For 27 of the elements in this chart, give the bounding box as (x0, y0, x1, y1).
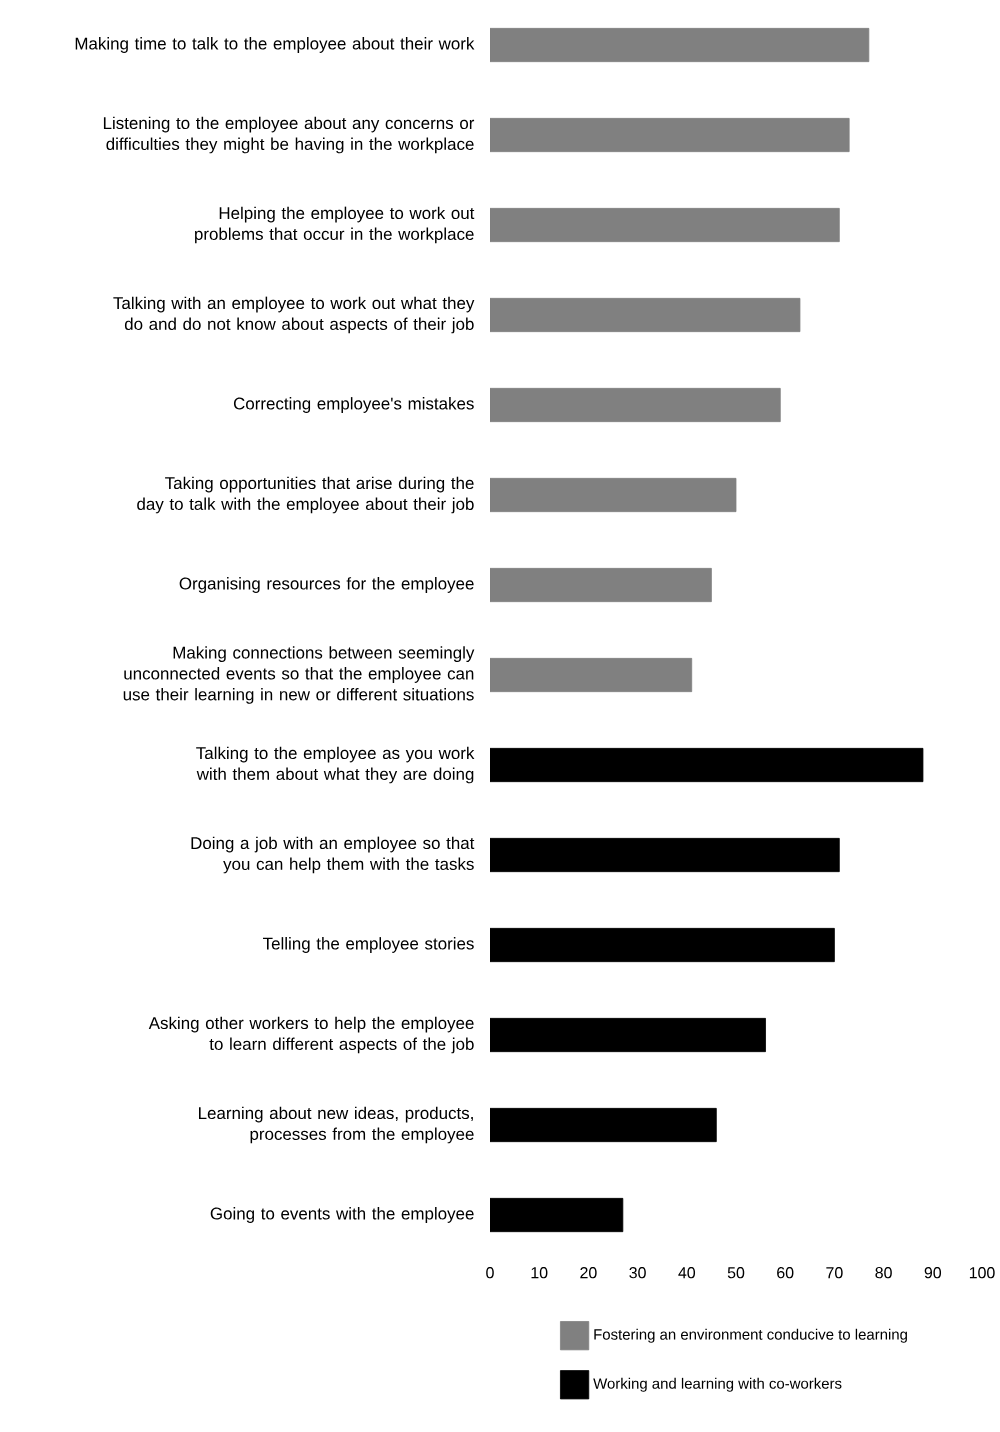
x-tick-label: 10 (531, 1267, 548, 1279)
y-tick-label: Asking other workers to help the employee to learn different aspects of the job (148, 1016, 474, 1054)
y-tick-label: Making time to talk to the employee about their work (75, 37, 475, 53)
y-tick-label: Doing a job with an employee so that you can help them with the tasks (191, 836, 475, 874)
x-tick-label: 50 (727, 1267, 745, 1279)
x-tick-label: 40 (678, 1267, 696, 1279)
y-tick-label: Learning about new ideas, products, processes from the employee (199, 1106, 474, 1144)
x-tick-label: 80 (875, 1267, 892, 1279)
y-tick-label: Talking to the employee as you work with them about what they are doing (196, 746, 475, 784)
x-tick-label: 90 (924, 1267, 942, 1279)
y-tick-label: Telling the employee stories (263, 937, 474, 953)
legend-label: Fostering an environment conducive to learning (594, 1328, 907, 1343)
y-tick-label: Talking with an employee to work out what they do and do not know about aspects of their job (113, 296, 475, 334)
y-tick-label: Correcting employee's mistakes (233, 397, 474, 413)
x-tick-label: 0 (486, 1267, 494, 1279)
x-tick-label: 100 (969, 1267, 995, 1279)
y-tick-label: Listening to the employee about any concerns or difficulties they might be having in the workplace (103, 116, 475, 154)
x-tick-label: 30 (629, 1267, 646, 1279)
x-tick-label: 70 (826, 1267, 843, 1279)
y-tick-label: Organising resources for the employee (179, 577, 474, 593)
y-tick-label: Making connections between seemingly unconnected events so that the employee can use their learning in new or different situations (123, 646, 475, 704)
legend-label: Working and learning with co-workers (593, 1377, 842, 1392)
y-tick-label: Helping the employee to work out problems that occur in the workplace (195, 206, 475, 244)
y-tick-label: Taking opportunities that arise during the day to talk with the employee about their job (137, 476, 474, 514)
x-tick-label: 20 (580, 1267, 597, 1279)
x-tick-label: 60 (777, 1267, 794, 1279)
y-tick-label: Going to events with the employee (210, 1207, 474, 1223)
